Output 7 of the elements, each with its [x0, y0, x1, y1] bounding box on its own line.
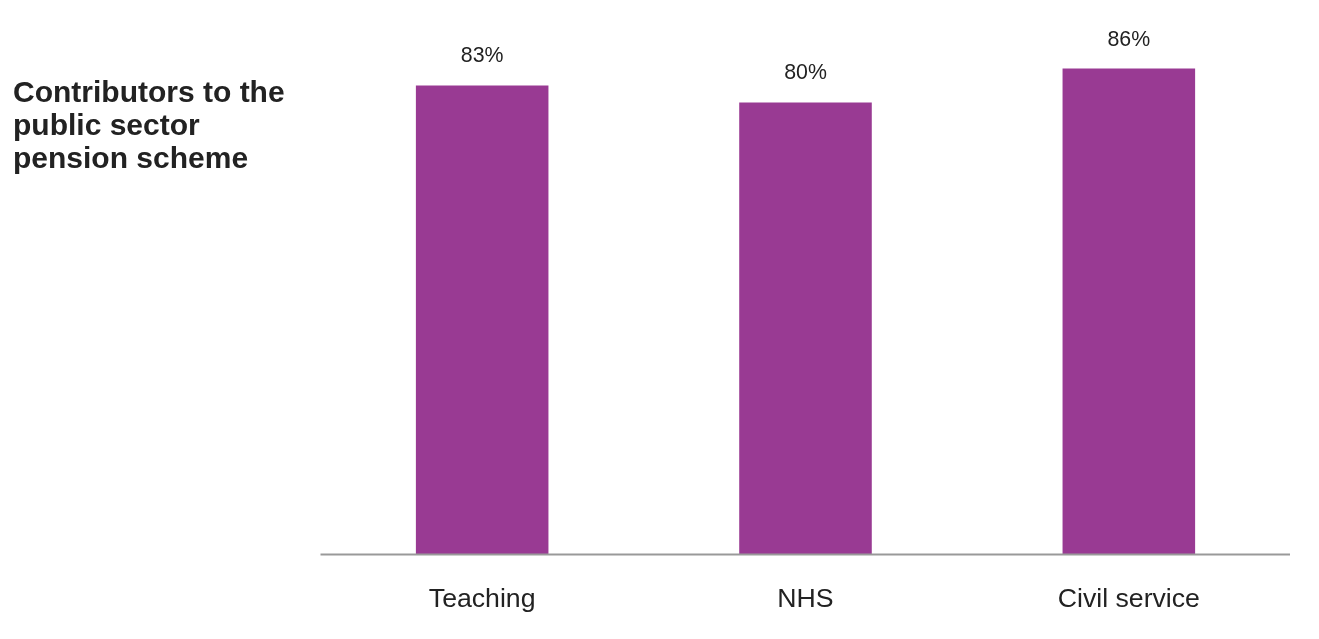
- x-tick-label: Civil service: [1057, 582, 1200, 613]
- x-tick-label: Teaching: [428, 582, 536, 613]
- data-label: 80%: [784, 60, 827, 85]
- data-label: 86%: [1107, 26, 1151, 51]
- x-tick-label: NHS: [777, 582, 834, 613]
- data-label: 83%: [460, 43, 504, 68]
- text: Contributors to the public sector pension scheme: [13, 75, 286, 174]
